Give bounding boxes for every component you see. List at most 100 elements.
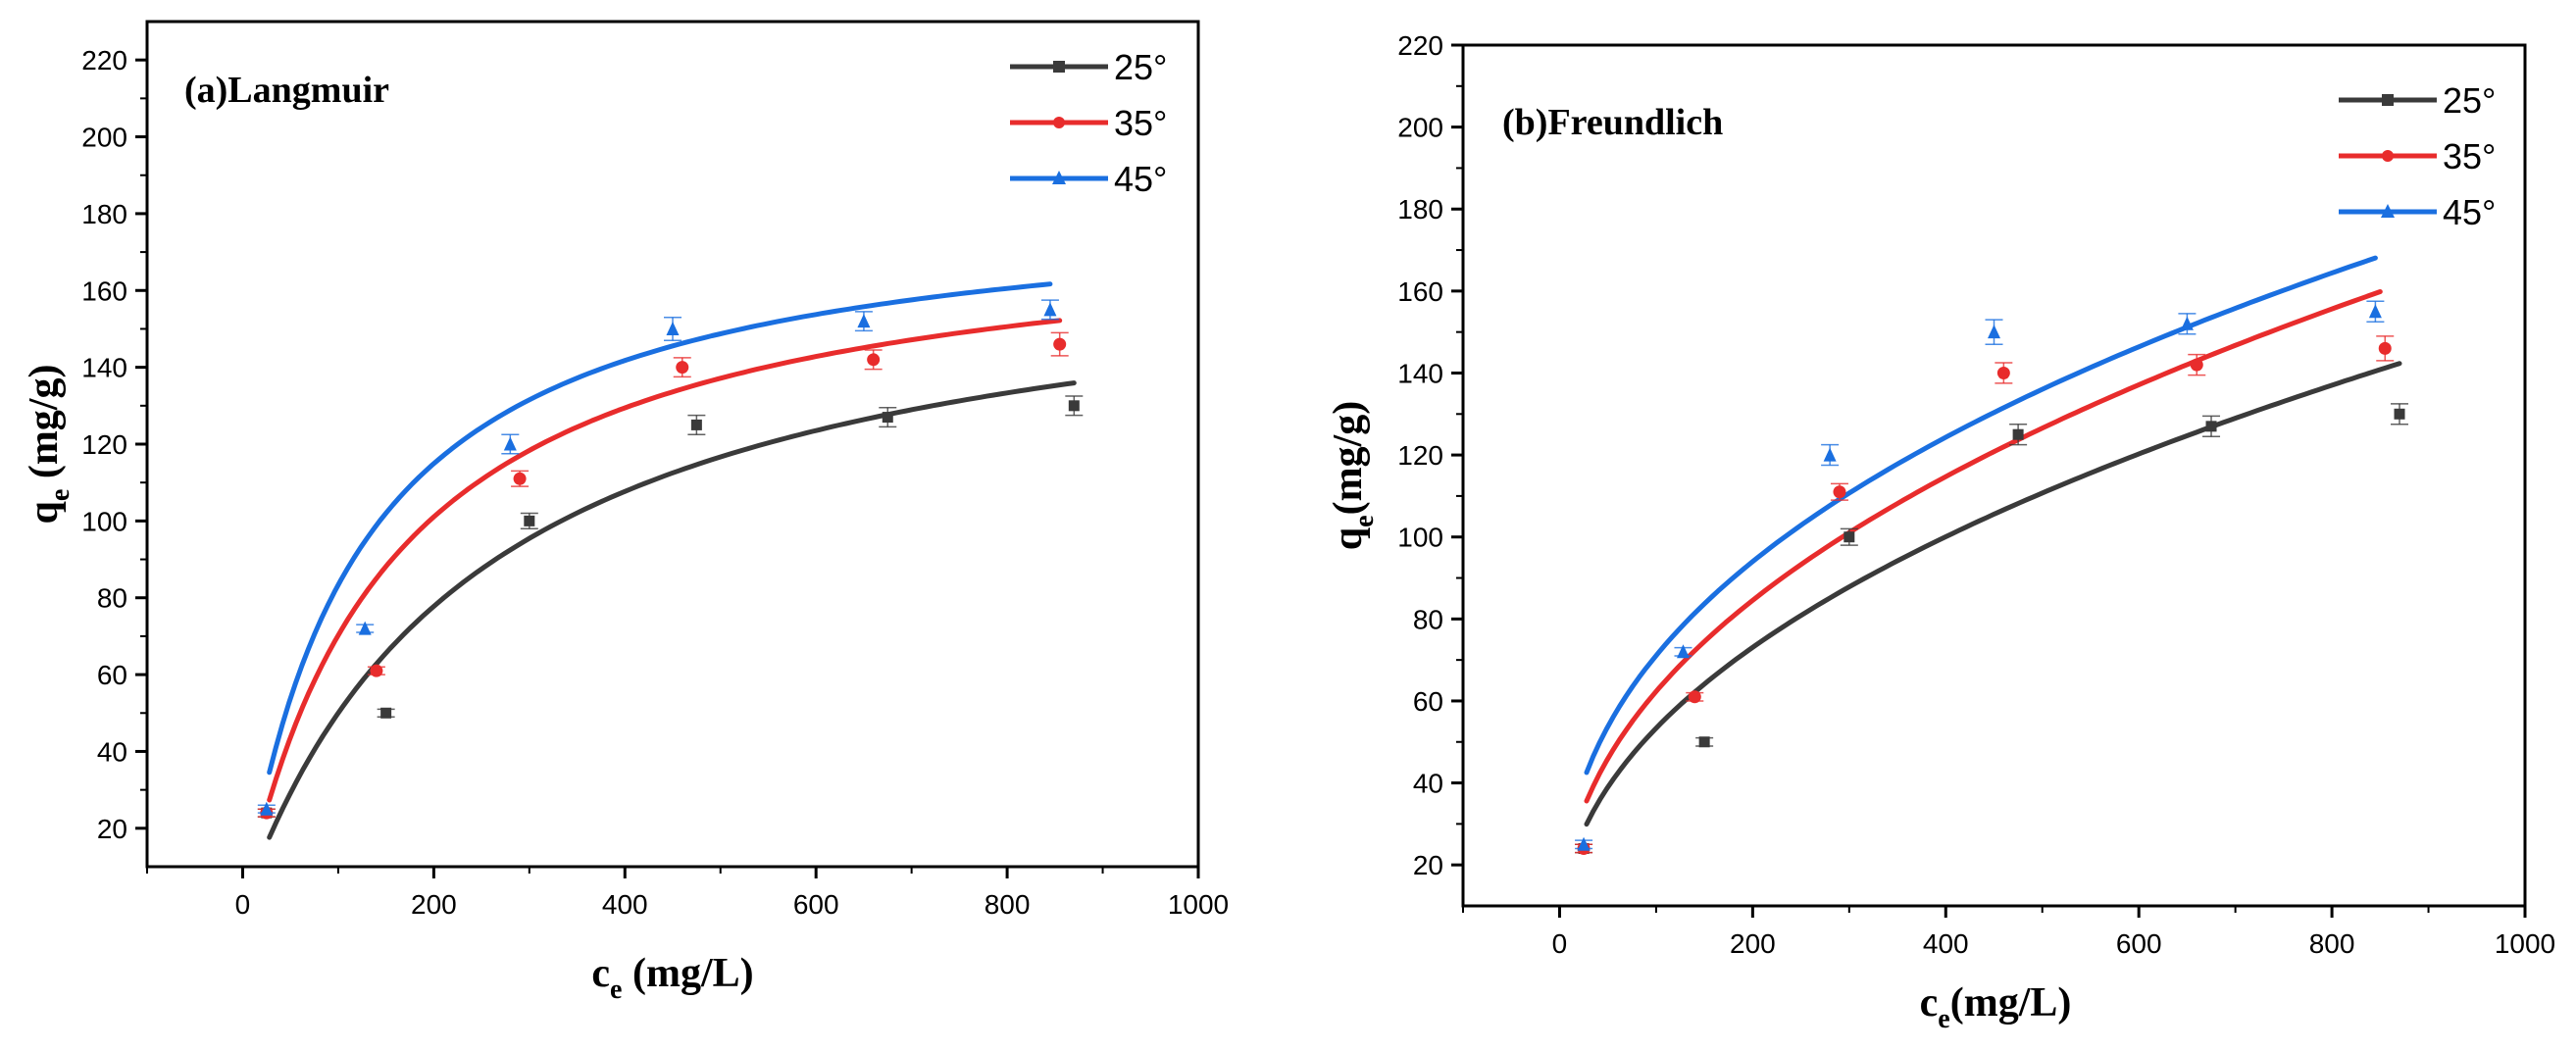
axes-ticks-freundlich: 0 200 400 600 800 1000 20 40 60 80 100 120 140 160 180… xyxy=(1397,30,2555,959)
y-tick-label: 160 xyxy=(81,275,127,306)
y-tick-label: 40 xyxy=(97,736,127,767)
data-point xyxy=(501,433,520,455)
marker-circle xyxy=(1833,485,1846,499)
marker-square xyxy=(1698,736,1710,748)
data-point xyxy=(1065,395,1084,417)
marker-square xyxy=(2012,428,2024,440)
fit-curves-langmuir xyxy=(267,281,1077,840)
legend-marker-triangle xyxy=(2381,204,2395,218)
y-axis-label-main: q xyxy=(22,501,67,524)
marker-triangle xyxy=(2368,304,2382,319)
marker-triangle xyxy=(1577,836,1591,851)
legend-item: 35° xyxy=(1010,103,1167,143)
y-tick-label: 120 xyxy=(81,429,127,460)
marker-square xyxy=(380,707,392,719)
y-tick-label: 100 xyxy=(1397,523,1443,553)
y-tick-label: 180 xyxy=(81,199,127,229)
data-point xyxy=(520,512,538,529)
x-tick-label: 400 xyxy=(1923,928,1969,959)
marker-circle xyxy=(1996,366,2010,379)
y-tick-label: 140 xyxy=(1397,358,1443,388)
fit-curve-25deg xyxy=(1584,361,2402,827)
legend-item: 45° xyxy=(2339,192,2496,232)
data-point xyxy=(377,707,395,719)
legend-label: 45° xyxy=(1114,159,1167,199)
marker-square xyxy=(1844,531,1855,543)
x-tick-label: 0 xyxy=(235,889,251,920)
x-axis-label-sub: e xyxy=(1938,1004,1949,1034)
data-point xyxy=(2202,415,2221,438)
marker-circle xyxy=(1688,690,1701,704)
y-tick-label: 220 xyxy=(81,45,127,75)
data-point xyxy=(1995,362,2013,384)
data-point xyxy=(673,357,691,378)
x-tick-label: 800 xyxy=(985,889,1031,920)
data-point xyxy=(2178,313,2197,335)
x-axis-label-rest: (mg/L) xyxy=(622,951,753,996)
y-tick-label: 220 xyxy=(1397,30,1443,61)
legend-marker-circle xyxy=(2382,150,2394,162)
data-point xyxy=(687,414,706,435)
fit-curve-35deg xyxy=(267,318,1063,803)
x-tick-label: 400 xyxy=(602,889,648,920)
y-axis-label-rest: (mg/g) xyxy=(22,365,67,489)
y-tick-label: 160 xyxy=(1397,276,1443,307)
legend-langmuir: 25° 35° 45° xyxy=(1010,47,1167,199)
y-axis-label-freundlich: qe(mg/g) xyxy=(1326,401,1380,550)
x-axis-label-langmuir: ce (mg/L) xyxy=(591,951,753,1005)
y-tick-label: 20 xyxy=(97,814,127,844)
data-point xyxy=(2366,300,2385,323)
data-point xyxy=(367,664,385,677)
data-point xyxy=(1830,482,1848,501)
x-tick-label: 200 xyxy=(411,889,457,920)
axes-ticks-langmuir: 0 200 400 600 800 1000 20 40 60 80 100 120 140 160 180… xyxy=(81,45,1229,920)
marker-triangle xyxy=(1676,644,1690,659)
marker-triangle xyxy=(503,436,517,451)
y-tick-label: 140 xyxy=(81,353,127,383)
legend-item: 45° xyxy=(1010,159,1167,199)
data-point xyxy=(1695,736,1714,748)
data-point xyxy=(1821,443,1840,467)
legend-label: 35° xyxy=(1114,103,1167,143)
marker-circle xyxy=(676,361,689,375)
data-point xyxy=(664,316,682,341)
x-axis-label-main: c xyxy=(591,951,610,996)
y-tick-label: 200 xyxy=(1397,113,1443,143)
marker-triangle xyxy=(2180,316,2194,330)
y-tick-label: 80 xyxy=(97,583,127,614)
data-point xyxy=(1040,299,1059,321)
data-point xyxy=(356,621,375,635)
y-tick-label: 20 xyxy=(1413,850,1443,880)
y-axis-label-main: q xyxy=(1326,527,1371,550)
x-axis-label-main: c xyxy=(1920,980,1939,1026)
x-tick-label: 1000 xyxy=(2495,928,2555,959)
data-point xyxy=(854,311,873,332)
y-tick-label: 120 xyxy=(1397,440,1443,471)
data-point xyxy=(1575,836,1593,851)
y-tick-label: 100 xyxy=(81,506,127,536)
y-axis-label-sub: e xyxy=(45,489,76,501)
fit-curve-45deg xyxy=(267,281,1053,776)
panel-title-freundlich: (b)Freundlich xyxy=(1502,102,1723,143)
marker-square xyxy=(2205,421,2217,432)
data-point xyxy=(2391,403,2409,425)
y-tick-label: 40 xyxy=(1413,769,1443,799)
y-axis-label-sub: e xyxy=(1349,515,1380,526)
legend-marker-square xyxy=(1053,61,1065,73)
marker-triangle xyxy=(1823,447,1837,462)
fit-curve-25deg xyxy=(267,380,1077,840)
data-point xyxy=(864,349,883,371)
plot-frame-freundlich xyxy=(1461,43,2527,908)
y-tick-label: 60 xyxy=(97,660,127,690)
marker-triangle xyxy=(1043,302,1057,317)
marker-square xyxy=(524,515,535,526)
marker-triangle xyxy=(358,621,372,635)
plot-frame-langmuir xyxy=(145,20,1200,869)
legend-label: 25° xyxy=(2443,80,2496,121)
legend-label: 25° xyxy=(1114,47,1167,87)
data-point xyxy=(1674,644,1692,659)
x-tick-label: 800 xyxy=(2309,928,2355,959)
panel-title-langmuir: (a)Langmuir xyxy=(184,70,389,111)
marker-circle xyxy=(867,353,881,367)
marker-square xyxy=(2394,408,2405,420)
